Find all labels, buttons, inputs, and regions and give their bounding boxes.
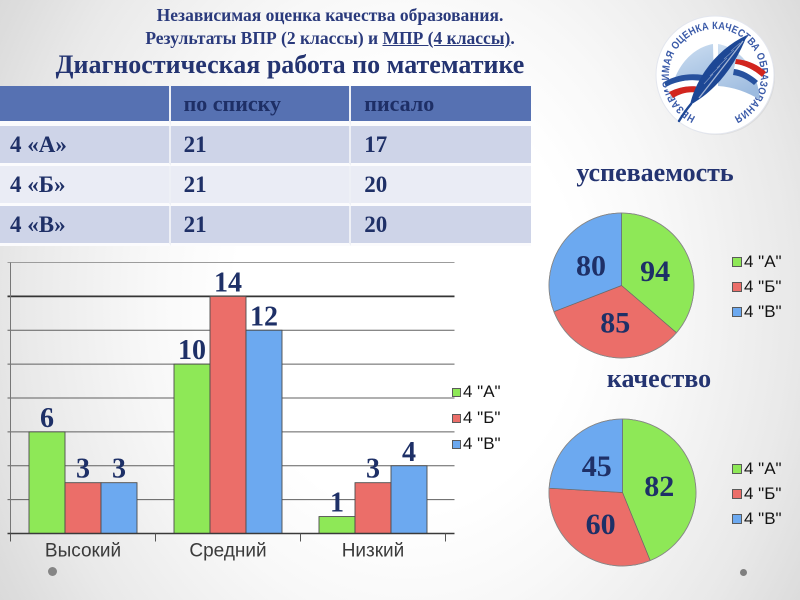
pie-value-label: 60 [586,508,616,541]
table-header-empty [0,86,171,126]
table-cell-class: 4 «Б» [0,166,171,206]
bar-Низкий-4 "А" [318,516,356,534]
footer-bullet-dot [48,567,57,576]
bar-Высокий-4 "А" [28,431,66,534]
logo-feather-icon [677,35,747,123]
legend-swatch [732,489,742,499]
bar-value-label: 14 [214,267,242,298]
table-row: 4 «А» 21 17 [0,126,531,166]
table-cell-class: 4 «В» [0,206,171,246]
legend-swatch [732,257,742,267]
subtitle-line2-link[interactable]: МПР (4 классы) [382,28,511,48]
legend-label: 4 "В" [463,434,501,453]
pie2-legend: 4 "А" 4 "Б" 4 "В" [732,459,782,529]
slide-title: Диагностическая работа по математике [55,50,525,79]
pie1-legend: 4 "А" 4 "Б" 4 "В" [732,252,782,322]
legend-swatch [452,413,461,423]
subtitle-line2-prefix: Результаты ВПР (2 классы) и [145,28,383,48]
legend-item: 4 "В" [732,302,782,322]
bar-value-label: 3 [112,454,126,485]
pie-chart-uspevaemost: 94 85 80 [548,212,695,359]
legend-label: 4 "Б" [744,277,782,296]
bar-value-label: 4 [402,437,416,468]
category-label: Низкий [342,541,405,562]
legend-item: 4 "А" [732,459,782,479]
bar-chart-legend: 4 "А" 4 "Б" 4 "В" [452,382,501,454]
table-cell-po-spisku: 21 [170,166,352,206]
bar-Высокий-4 "В" [100,482,138,534]
slide-subtitle-line2: Результаты ВПР (2 классы) и МПР (4 класс… [0,27,660,50]
table-cell-class: 4 «А» [0,126,171,166]
legend-item: 4 "Б" [452,408,501,428]
table-header-row: по списку писало [0,86,531,126]
legend-item: 4 "А" [452,382,501,402]
table-cell-pisalo: 20 [351,166,531,206]
pie2-title: качество [606,364,712,393]
logo-left-ribbon-icon [664,74,703,98]
slide-subtitle-line1: Независимая оценка качества образования. [156,5,504,25]
category-label: Высокий [45,541,121,562]
bar-value-label: 3 [76,454,90,485]
legend-swatch [732,514,742,524]
logo-right-ribbon-icon [733,59,766,85]
category-label: Средний [189,541,266,562]
bar-value-label: 6 [40,403,54,434]
table-cell-po-spisku: 21 [170,126,352,166]
class-stats-table: по списку писало 4 «А» 21 17 4 «Б» 21 20… [0,86,531,246]
subtitle-block: Независимая оценка качества образования.… [0,4,660,50]
table-cell-pisalo: 20 [351,206,531,246]
legend-label: 4 "Б" [463,408,501,427]
pie-outline [548,212,695,359]
legend-swatch [732,282,742,292]
bar-Средний-4 "А" [173,363,211,534]
legend-label: 4 "В" [744,302,782,321]
legend-swatch [732,307,742,317]
pie-chart-kachestvo: 82 60 45 [548,418,697,567]
footer-bullet-dot [740,569,747,576]
bar-value-label: 1 [330,488,344,519]
pie-outline [548,418,697,567]
legend-label: 4 "В" [744,509,782,528]
legend-label: 4 "А" [744,459,782,478]
table-cell-po-spisku: 21 [170,206,352,246]
pie-value-label: 85 [600,307,630,340]
legend-item: 4 "А" [732,252,782,272]
bar-value-label: 3 [366,454,380,485]
pie-value-label: 82 [644,470,674,503]
bar-Средний-4 "Б" [209,295,247,534]
pie1-title: успеваемость [576,158,734,187]
legend-swatch [732,464,742,474]
subtitle-line2-suffix: . [510,28,515,48]
legend-label: 4 "Б" [744,484,782,503]
bar-value-label: 10 [178,335,206,366]
legend-label: 4 "А" [463,382,501,401]
pie-value-label: 94 [640,255,670,288]
legend-item: 4 "В" [732,509,782,529]
table-row: 4 «Б» 21 20 [0,166,531,206]
legend-label: 4 "А" [744,252,782,271]
legend-swatch [452,439,461,449]
pie-value-label: 80 [576,249,606,282]
bar-value-label: 12 [250,301,278,332]
bar-Низкий-4 "Б" [354,482,392,534]
table-header-po-spisku: по списку [170,86,352,126]
legend-item: 4 "Б" [732,277,782,297]
legend-item: 4 "В" [452,434,501,454]
legend-item: 4 "Б" [732,484,782,504]
bar-Средний-4 "В" [245,329,283,534]
table-header-pisalo: писало [351,86,531,126]
table-cell-pisalo: 17 [351,126,531,166]
legend-swatch [452,387,461,397]
table-row: 4 «В» 21 20 [0,206,531,246]
pie-value-label: 45 [582,450,612,483]
bar-Низкий-4 "В" [390,465,428,534]
quality-assessment-logo: НЕЗАВИСИМАЯ ОЦЕНКА КАЧЕСТВА ОБРАЗОВАНИЯ [655,15,775,135]
bar-Высокий-4 "Б" [64,482,102,534]
